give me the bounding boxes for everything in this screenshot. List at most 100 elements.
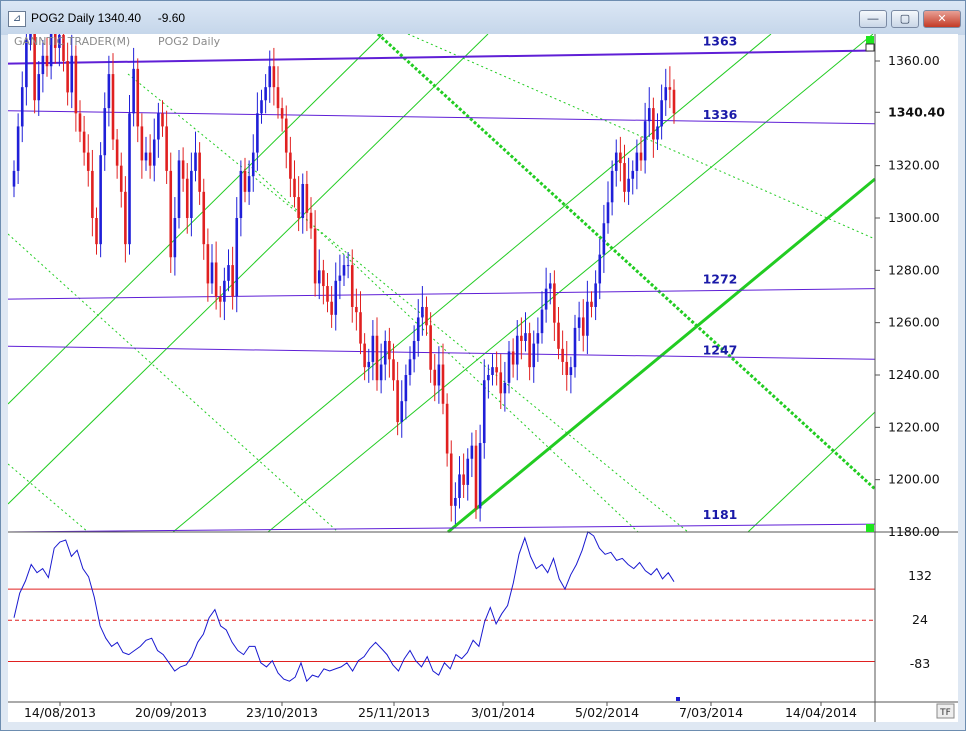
candle-body [198, 152, 201, 192]
candle-body [437, 364, 441, 386]
close-button[interactable]: ✕ [923, 10, 961, 28]
oscillator-tick-label: 132 [908, 568, 932, 583]
candle-body [503, 382, 507, 394]
candle-body [202, 191, 206, 245]
candle-body [33, 34, 36, 101]
candle-body [140, 126, 144, 161]
candle-body [99, 155, 102, 245]
candle-body [363, 343, 366, 368]
candle-body [400, 401, 404, 423]
price-chart[interactable]: 1363 1336 1272 1247 1181 1360.00 1340.40 1320.… [8, 34, 958, 722]
candle-body [396, 380, 399, 423]
price-tick-label: 1180.00 [888, 524, 940, 539]
candle-body [194, 152, 197, 171]
gann-fan-lines [8, 34, 877, 534]
level-label-1247: 1247 [703, 342, 738, 357]
candle-body [256, 113, 259, 153]
price-tick-label: 1340.40 [888, 104, 945, 119]
candle-body [330, 301, 333, 315]
panel-toggle-icon[interactable] [865, 43, 875, 52]
candle-body [668, 87, 672, 90]
candle-body [181, 160, 185, 179]
candle-body [45, 55, 49, 67]
oscillator-tick-label: 24 [912, 612, 928, 627]
candle-body [367, 361, 371, 368]
maximize-button[interactable]: ▢ [891, 10, 919, 28]
candle-body [284, 118, 288, 153]
candle-body [78, 113, 82, 132]
candle-body [487, 375, 490, 381]
oscillator-tick-label: -83 [910, 656, 930, 671]
candle-body [66, 61, 69, 93]
candle-body [614, 152, 618, 171]
symbol-label: POG2 Daily [158, 35, 221, 48]
candle-body [507, 351, 511, 383]
candle-body [289, 152, 292, 179]
price-tick-label: 1200.00 [888, 472, 940, 487]
candle-body [524, 333, 527, 341]
candle-body [635, 152, 639, 171]
candle-body [218, 296, 222, 302]
date-tick-label: 23/10/2013 [246, 705, 318, 720]
candle-body [346, 265, 350, 267]
candle-body [647, 108, 651, 122]
candle-body [495, 367, 498, 373]
oscillator-line [13, 530, 675, 683]
candle-body [338, 275, 342, 281]
candle-body [536, 333, 540, 344]
gann-line-10 [127, 73, 689, 533]
title-bar[interactable]: ⊿ POG2 Daily 1340.40 -9.60 — ▢ ✕ [1, 1, 965, 35]
candle-body [565, 361, 569, 375]
candle-body [466, 458, 470, 485]
candle-body [416, 317, 420, 341]
scroll-marker-bottom[interactable] [866, 524, 874, 532]
candle-body [664, 87, 668, 101]
gann-line-5 [447, 177, 876, 534]
candle-body [235, 218, 239, 297]
chart-window-icon[interactable]: ⊿ [8, 11, 26, 27]
candle-body [70, 55, 74, 93]
price-tick-label: 1260.00 [888, 315, 940, 330]
candle-body [173, 218, 177, 258]
candle-body [161, 113, 164, 127]
gann-line-7 [407, 34, 876, 240]
candle-body [375, 335, 379, 381]
candle-body [548, 283, 552, 289]
price-levels: 1363 1336 1272 1247 1181 [8, 34, 876, 533]
candle-body [243, 170, 247, 192]
candle-body [86, 152, 90, 171]
candle-body [445, 403, 449, 454]
minimize-button[interactable]: — [859, 10, 887, 28]
date-tick-label: 14/08/2013 [24, 705, 96, 720]
candle-body [379, 364, 383, 381]
candle-body [371, 335, 375, 362]
candle-body [515, 335, 519, 365]
candle-body [144, 152, 148, 161]
candle-body [210, 262, 214, 284]
candle-body [586, 301, 589, 336]
candle-body [404, 375, 408, 402]
candle-body [388, 340, 391, 360]
candle-body [610, 170, 614, 203]
chart-area[interactable]: 1363 1336 1272 1247 1181 1360.00 1340.40 1320.… [8, 34, 958, 722]
candle-body [280, 108, 284, 119]
candle-body [334, 280, 338, 315]
candle-body [392, 359, 395, 381]
candle-body [433, 369, 437, 386]
date-tick-label: 3/01/2014 [471, 705, 535, 720]
candle-body [20, 87, 24, 127]
candle-body [573, 327, 577, 368]
candle-body [544, 288, 548, 310]
candle-body [74, 55, 78, 114]
level-line-1181 [8, 523, 876, 533]
candle-body [528, 333, 531, 368]
candle-body [540, 309, 544, 334]
date-tick-label: 14/04/2014 [785, 705, 857, 720]
scroll-marker-top[interactable] [866, 36, 874, 44]
price-tick-label: 1280.00 [888, 262, 940, 277]
price-tick-label: 1320.00 [888, 158, 940, 173]
timeframe-button[interactable] [936, 703, 955, 719]
candle-body [317, 270, 321, 284]
candle-body [499, 372, 503, 394]
candle-body [177, 160, 181, 218]
